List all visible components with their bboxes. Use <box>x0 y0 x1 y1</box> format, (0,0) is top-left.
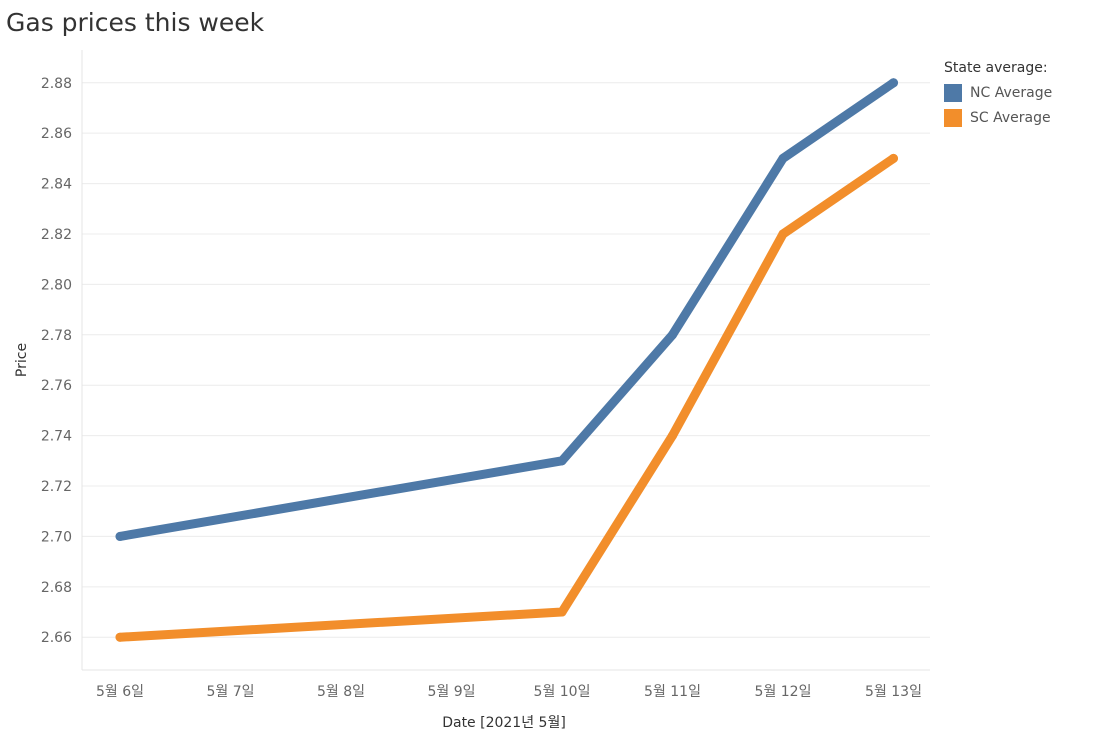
legend: State average: NC Average SC Average <box>944 60 1052 130</box>
x-axis-ticks: 5월 6일 5월 7일 5월 8일 5월 9일 5월 10일 5월 11일 5월 12일 5월… <box>96 684 922 700</box>
data-point[interactable] <box>115 531 125 541</box>
data-point[interactable] <box>557 456 567 466</box>
data-point[interactable] <box>668 431 677 441</box>
data-point[interactable] <box>557 607 567 617</box>
x-tick-label: 5월 6일 <box>96 684 144 700</box>
legend-swatch-nc <box>944 83 962 102</box>
legend-label-sc: SC Average <box>970 109 1051 126</box>
y-tick-label: 2.88 <box>41 76 72 92</box>
legend-label-nc: NC Average <box>970 84 1053 101</box>
legend-swatch-sc <box>944 108 962 127</box>
y-axis-ticks: 2.66 2.68 2.70 2.72 2.74 2.76 2.78 2.80 2.82 2.84… <box>41 76 72 646</box>
data-point[interactable] <box>115 632 125 642</box>
y-tick-label: 2.80 <box>41 277 72 293</box>
data-point[interactable] <box>889 153 898 163</box>
x-tick-label: 5월 8일 <box>317 684 365 700</box>
legend-item-nc[interactable]: NC Average <box>944 80 1052 105</box>
gridlines <box>82 82 930 638</box>
y-tick-label: 2.74 <box>41 429 72 445</box>
y-tick-label: 2.66 <box>41 630 72 646</box>
y-tick-label: 2.72 <box>41 479 72 495</box>
y-tick-label: 2.82 <box>41 227 72 243</box>
x-axis-label: Date [2021년 5월] <box>442 715 566 731</box>
x-tick-label: 5월 7일 <box>206 684 254 700</box>
x-tick-label: 5월 13일 <box>865 684 922 700</box>
axes <box>81 50 930 671</box>
x-tick-label: 5월 12일 <box>755 684 812 700</box>
y-tick-label: 2.78 <box>41 328 72 344</box>
series-line-sc[interactable] <box>115 153 898 642</box>
data-point[interactable] <box>668 330 677 340</box>
legend-title: State average: <box>944 60 1048 76</box>
x-tick-label: 5월 10일 <box>534 684 591 700</box>
data-point[interactable] <box>778 153 788 163</box>
x-tick-label: 5월 9일 <box>427 684 475 700</box>
y-tick-label: 2.86 <box>41 126 72 142</box>
y-tick-label: 2.84 <box>41 177 72 193</box>
y-axis-label: Price <box>14 343 30 377</box>
y-tick-label: 2.70 <box>41 529 72 545</box>
y-tick-label: 2.68 <box>41 580 72 596</box>
chart-title: Gas prices this week <box>6 8 265 37</box>
legend-item-sc[interactable]: SC Average <box>944 105 1052 130</box>
data-point[interactable] <box>778 229 788 239</box>
x-tick-label: 5월 11일 <box>644 684 701 700</box>
y-tick-label: 2.76 <box>41 378 72 394</box>
data-point[interactable] <box>889 78 898 88</box>
series-lines <box>115 78 898 642</box>
series-line-nc[interactable] <box>115 78 898 541</box>
